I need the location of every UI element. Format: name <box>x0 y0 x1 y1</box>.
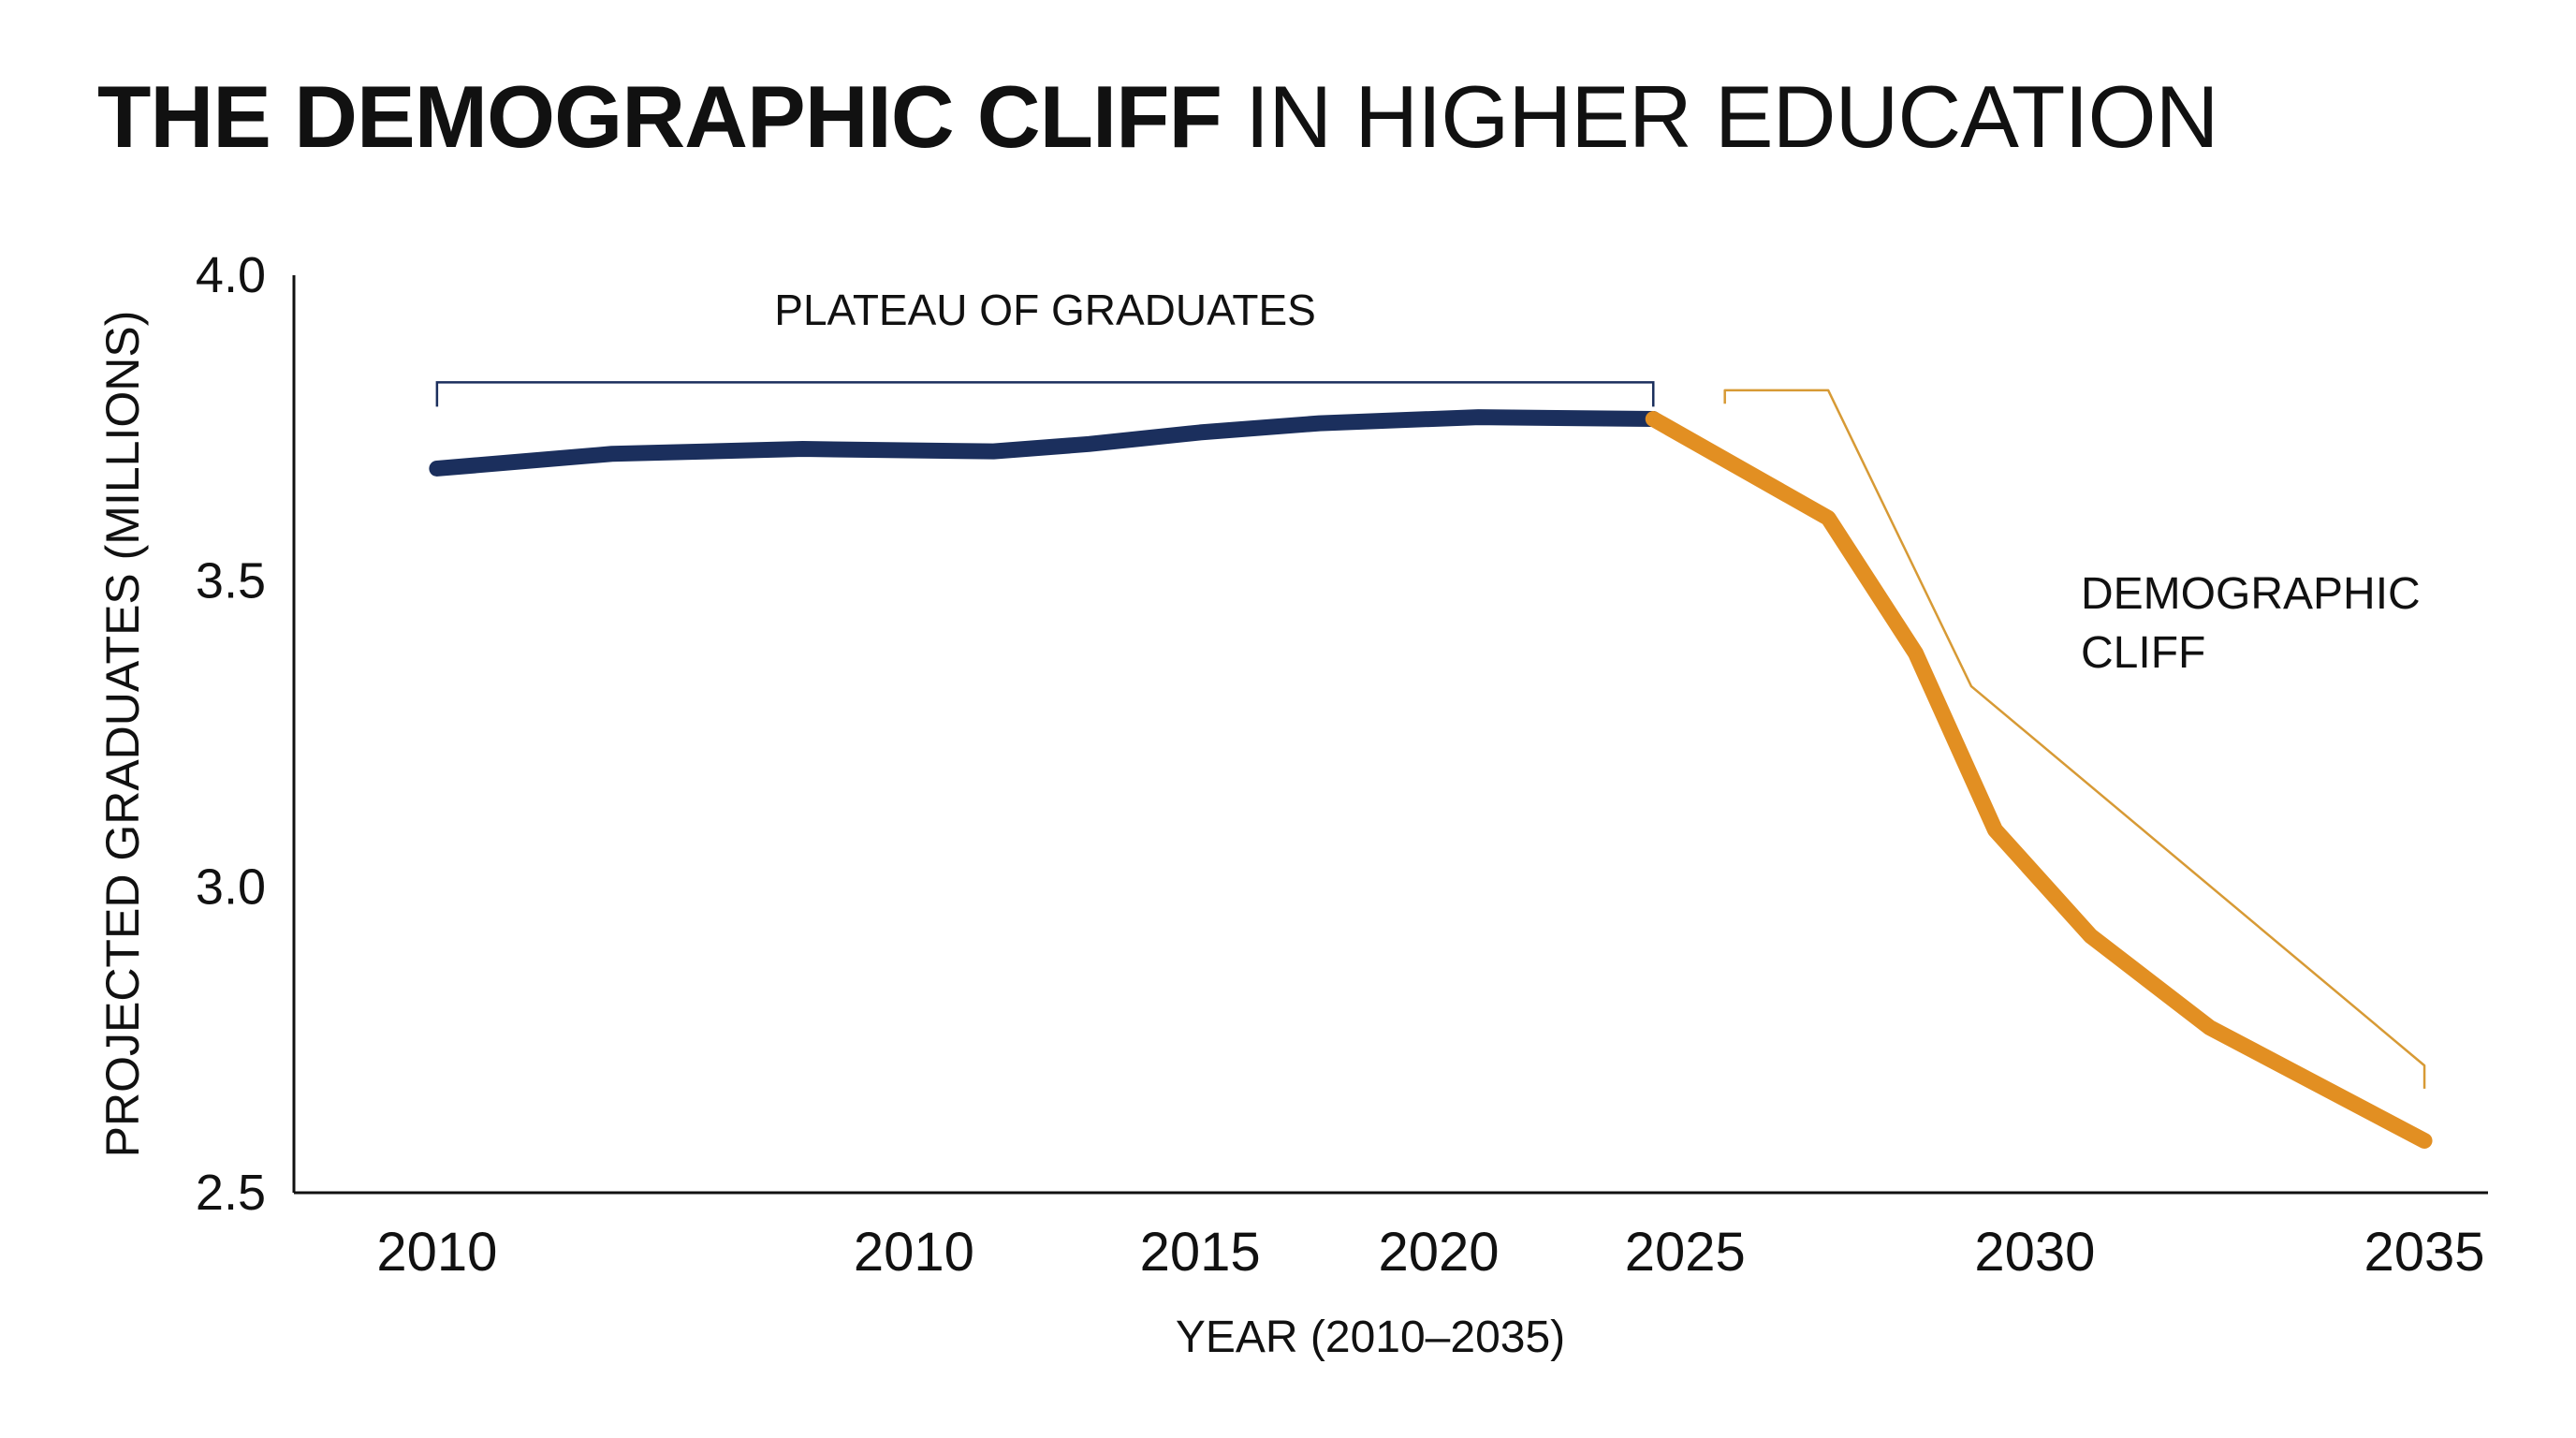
x-tick-label: 2035 <box>2364 1222 2485 1283</box>
y-tick-label: 2.5 <box>196 1165 266 1221</box>
plateau-series-line <box>429 409 1661 477</box>
plateau-label: PLATEAU OF GRADUATES <box>774 286 1316 334</box>
y-tick-label: 3.5 <box>196 553 266 609</box>
x-tick-label: 2020 <box>1378 1222 1499 1283</box>
x-axis-label: YEAR (2010–2035) <box>1176 1313 1565 1362</box>
x-tick-label: 2010 <box>376 1222 497 1283</box>
y-axis-label: PROJECTED GRADUATES (MILLIONS) <box>96 311 149 1158</box>
y-tick-label: 4.0 <box>196 247 266 303</box>
x-tick-label: 2030 <box>1974 1222 2095 1283</box>
demographic-cliff-bracket <box>1723 389 2426 1089</box>
cliff-label-line-2: CLIFF <box>2081 628 2205 678</box>
cliff-label-line-1: DEMOGRAPHIC <box>2081 569 2421 619</box>
chart-title-bold: THE DEMOGRAPHIC CLIFF <box>97 67 1222 166</box>
chart-title: THE DEMOGRAPHIC CLIFF IN HIGHER EDUCATIO… <box>97 73 2219 161</box>
chart-title-regular: IN HIGHER EDUCATION <box>1245 67 2218 166</box>
cliff-series-line <box>1645 411 2433 1149</box>
plateau-bracket <box>435 381 1655 407</box>
x-tick-label: 2025 <box>1625 1222 1746 1283</box>
x-tick-label: 2015 <box>1140 1222 1261 1283</box>
x-tick-label: 2010 <box>854 1222 974 1283</box>
y-tick-label: 3.0 <box>196 858 266 915</box>
